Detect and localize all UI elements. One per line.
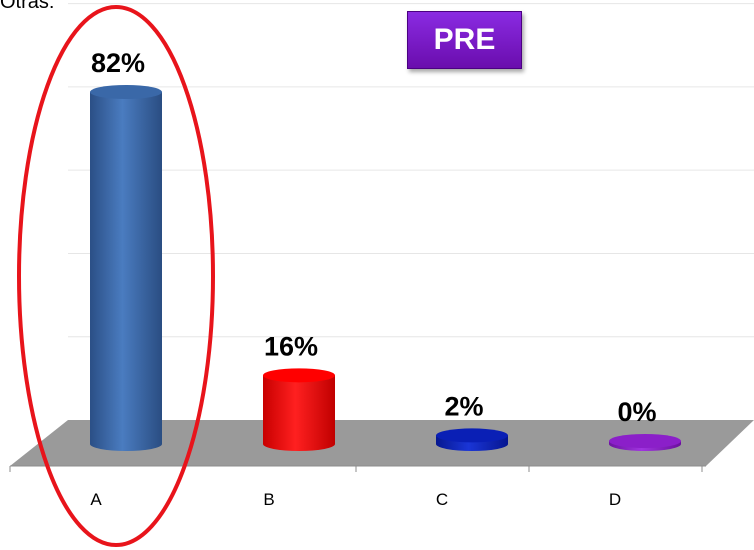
bar-body [90,92,162,451]
pre-badge: PRE [407,11,522,69]
data-label-C: 2% [444,391,483,421]
bar-B [263,368,335,451]
bar-C [436,428,508,451]
x-tick-label-C: C [436,490,448,509]
bar-A [90,85,162,451]
bar-body [263,375,335,451]
data-label-A: 82% [91,48,145,78]
bar-D [609,434,681,451]
highlight-ellipse [17,5,215,547]
data-label-B: 16% [264,331,318,361]
x-tick-label-D: D [609,490,621,509]
bar-top-cap [609,434,681,448]
bar-top-cap [263,368,335,383]
bar-top-cap [90,85,162,99]
x-tick-label-A: A [90,490,102,509]
x-axis-ticks [9,466,703,472]
corner-text: Otras: [0,0,55,13]
data-labels: 82% 16% 2% 0% [91,48,657,427]
data-label-D: 0% [617,397,656,427]
gridlines [68,3,754,338]
bar-top-cap [436,428,508,443]
x-tick-label-B: B [263,490,274,509]
bars [90,85,681,451]
x-tick-labels: A B C D [90,490,621,509]
